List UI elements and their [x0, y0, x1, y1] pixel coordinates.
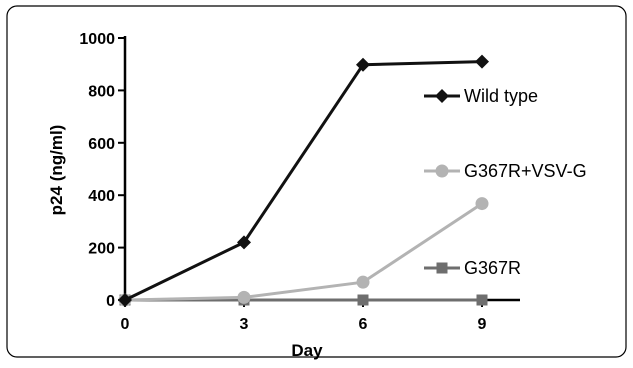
legend-item: G367R+VSV-G — [424, 161, 587, 181]
data-point — [475, 197, 489, 211]
legend-marker — [435, 164, 449, 178]
y-tick-label: 1000 — [79, 31, 115, 48]
chart-frame — [6, 5, 627, 358]
series-line — [124, 202, 483, 302]
data-point — [118, 293, 132, 307]
x-tick-label: 0 — [121, 316, 130, 333]
y-axis: 0 200 400 600 800 1000 — [79, 31, 127, 310]
series-wild-type — [118, 54, 489, 307]
y-tick-label: 0 — [106, 293, 115, 310]
x-tick-label: 3 — [240, 316, 249, 333]
data-point — [475, 54, 489, 69]
legend-item: Wild type — [424, 86, 538, 106]
legend-marker — [436, 262, 448, 274]
x-axis: 0 3 6 9 — [121, 298, 520, 333]
legend: Wild type G367R+VSV-G G367R — [424, 86, 587, 278]
x-tick-label: 9 — [478, 316, 487, 333]
y-axis-title: p24 (ng/ml) — [47, 125, 66, 216]
data-point — [237, 290, 251, 304]
data-point — [356, 275, 370, 289]
legend-item: G367R — [424, 258, 521, 278]
series-line — [124, 60, 483, 302]
series-g367r-vsv-g — [118, 197, 489, 307]
y-tick-label: 400 — [88, 188, 115, 205]
legend-label: G367R — [464, 258, 521, 278]
legend-label: G367R+VSV-G — [464, 161, 587, 181]
x-axis-title: Day — [291, 341, 323, 360]
data-point — [356, 57, 370, 72]
x-tick-label: 6 — [359, 316, 368, 333]
y-tick-label: 600 — [88, 136, 115, 153]
y-tick-label: 200 — [88, 241, 115, 258]
legend-marker — [435, 89, 449, 103]
data-point — [476, 294, 488, 306]
data-point — [237, 235, 251, 250]
y-tick-label: 800 — [88, 83, 115, 100]
data-point — [357, 294, 369, 306]
legend-label: Wild type — [464, 86, 538, 106]
series-layer — [118, 54, 489, 307]
